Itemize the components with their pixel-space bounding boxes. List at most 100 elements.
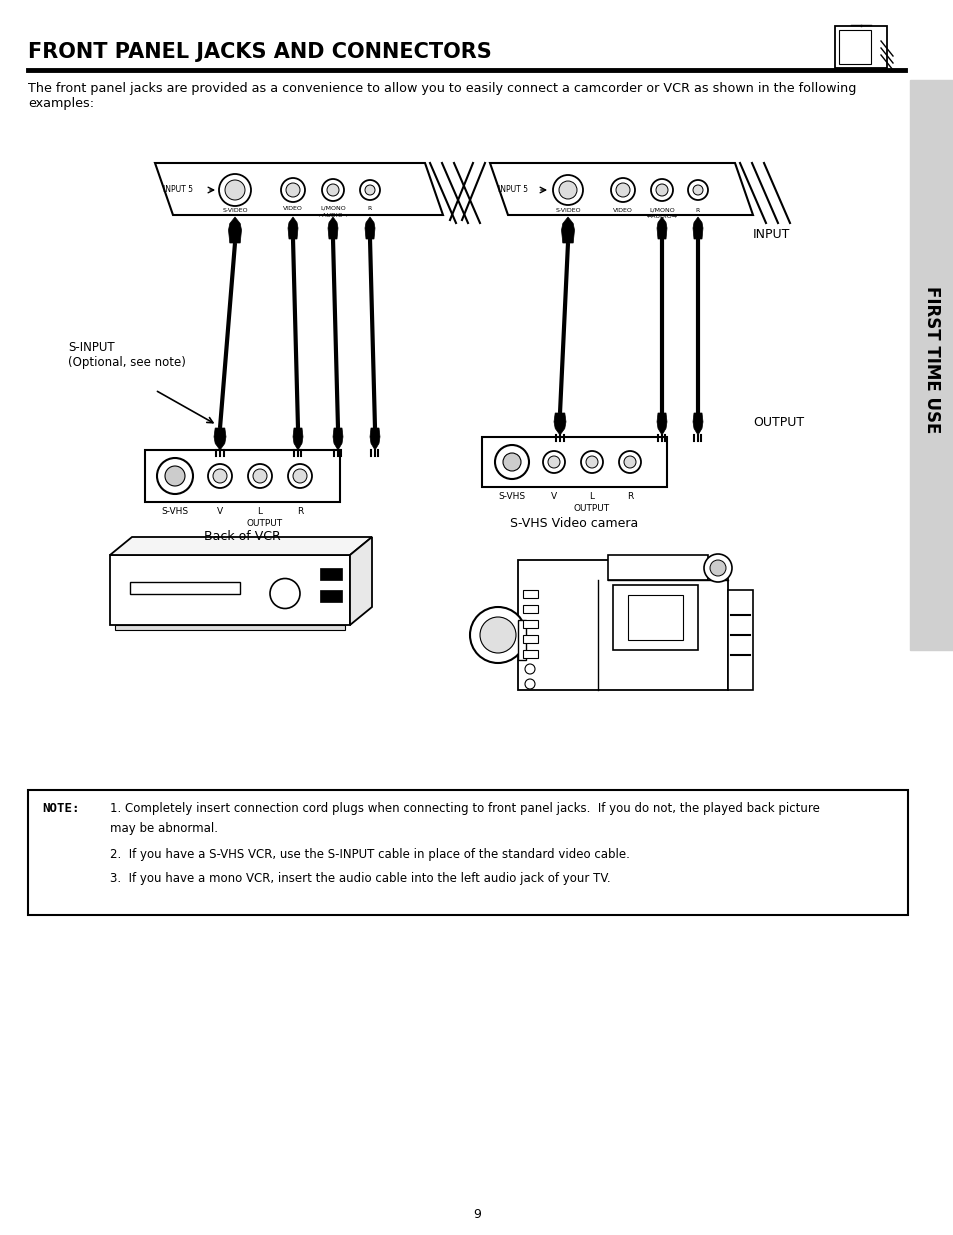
Polygon shape <box>554 412 565 435</box>
Text: ←AUDIO→: ←AUDIO→ <box>646 214 677 219</box>
Text: 9: 9 <box>473 1209 480 1221</box>
Text: FRONT PANEL JACKS AND CONNECTORS: FRONT PANEL JACKS AND CONNECTORS <box>28 42 491 62</box>
Circle shape <box>470 606 525 663</box>
Circle shape <box>623 456 636 468</box>
Polygon shape <box>213 429 226 450</box>
Circle shape <box>208 464 232 488</box>
Circle shape <box>656 184 667 196</box>
Text: R: R <box>626 492 633 501</box>
Text: Back of VCR: Back of VCR <box>203 530 280 543</box>
Text: 1. Completely insert connection cord plugs when connecting to front panel jacks.: 1. Completely insert connection cord plu… <box>110 802 819 815</box>
Bar <box>909 80 953 650</box>
Text: VIDEO: VIDEO <box>613 207 632 212</box>
Text: VIDEO: VIDEO <box>283 206 303 211</box>
Text: INPUT 5: INPUT 5 <box>497 185 527 194</box>
Polygon shape <box>229 217 241 243</box>
Polygon shape <box>481 437 666 487</box>
Circle shape <box>281 178 305 203</box>
Polygon shape <box>657 217 666 240</box>
Text: L: L <box>257 508 262 516</box>
Text: R: R <box>296 508 303 516</box>
Text: S-VIDEO: S-VIDEO <box>555 207 580 212</box>
Text: R: R <box>695 207 700 212</box>
Circle shape <box>585 456 598 468</box>
Text: 2.  If you have a S-VHS VCR, use the S-INPUT cable in place of the standard vide: 2. If you have a S-VHS VCR, use the S-IN… <box>110 848 629 861</box>
Bar <box>319 568 341 580</box>
Bar <box>115 625 345 630</box>
Text: S-VHS: S-VHS <box>161 508 189 516</box>
Circle shape <box>542 451 564 473</box>
Polygon shape <box>561 217 574 243</box>
Bar <box>319 590 341 601</box>
Text: S-VIDEO: S-VIDEO <box>222 207 248 212</box>
Circle shape <box>270 578 299 609</box>
Polygon shape <box>490 163 752 215</box>
Circle shape <box>524 679 535 689</box>
Circle shape <box>248 464 272 488</box>
Bar <box>522 605 537 613</box>
Circle shape <box>327 184 338 196</box>
Polygon shape <box>692 412 702 435</box>
Bar <box>627 595 682 640</box>
Text: ←AUDIO→: ←AUDIO→ <box>317 212 348 219</box>
Circle shape <box>692 185 702 195</box>
Circle shape <box>687 180 707 200</box>
Polygon shape <box>333 429 343 450</box>
Text: INPUT: INPUT <box>752 228 789 242</box>
Circle shape <box>286 183 299 198</box>
Text: The front panel jacks are provided as a convenience to allow you to easily conne: The front panel jacks are provided as a … <box>28 82 856 110</box>
Bar <box>130 582 240 594</box>
Bar <box>110 555 350 625</box>
Bar <box>28 790 907 915</box>
Circle shape <box>359 180 379 200</box>
Circle shape <box>558 182 577 199</box>
Polygon shape <box>692 217 702 240</box>
Circle shape <box>293 469 307 483</box>
Bar <box>522 590 537 598</box>
Circle shape <box>618 451 640 473</box>
Polygon shape <box>365 217 375 240</box>
Text: OUTPUT: OUTPUT <box>574 504 609 513</box>
Circle shape <box>225 180 245 200</box>
Text: OUTPUT: OUTPUT <box>752 416 803 430</box>
Text: INPUT 5: INPUT 5 <box>163 185 193 194</box>
Text: V: V <box>216 508 223 516</box>
Circle shape <box>524 664 535 674</box>
Circle shape <box>365 185 375 195</box>
Circle shape <box>253 469 267 483</box>
Text: S-VHS: S-VHS <box>497 492 525 501</box>
Polygon shape <box>370 429 379 450</box>
Bar <box>834 26 886 68</box>
Polygon shape <box>727 590 752 690</box>
Circle shape <box>703 555 731 582</box>
Text: S-INPUT
(Optional, see note): S-INPUT (Optional, see note) <box>68 341 186 369</box>
Text: S-VHS Video camera: S-VHS Video camera <box>509 517 638 530</box>
Circle shape <box>580 451 602 473</box>
Bar <box>613 585 698 650</box>
Circle shape <box>610 178 635 203</box>
Bar <box>522 620 537 629</box>
Circle shape <box>502 453 520 471</box>
Text: 3.  If you have a mono VCR, insert the audio cable into the left audio jack of y: 3. If you have a mono VCR, insert the au… <box>110 872 610 885</box>
Text: OUTPUT: OUTPUT <box>247 519 283 529</box>
Polygon shape <box>350 537 372 625</box>
Polygon shape <box>293 429 303 450</box>
Polygon shape <box>288 217 297 240</box>
Bar <box>517 559 727 690</box>
Polygon shape <box>328 217 337 240</box>
Bar <box>838 30 870 64</box>
Circle shape <box>157 458 193 494</box>
Polygon shape <box>517 620 525 659</box>
Text: L: L <box>589 492 594 501</box>
Circle shape <box>322 179 344 201</box>
Circle shape <box>288 464 312 488</box>
Circle shape <box>219 174 251 206</box>
Circle shape <box>650 179 672 201</box>
Text: L/MONO: L/MONO <box>648 207 674 212</box>
Polygon shape <box>154 163 442 215</box>
Circle shape <box>553 175 582 205</box>
Bar <box>522 650 537 658</box>
Polygon shape <box>145 450 339 501</box>
Polygon shape <box>657 412 666 435</box>
Circle shape <box>479 618 516 653</box>
